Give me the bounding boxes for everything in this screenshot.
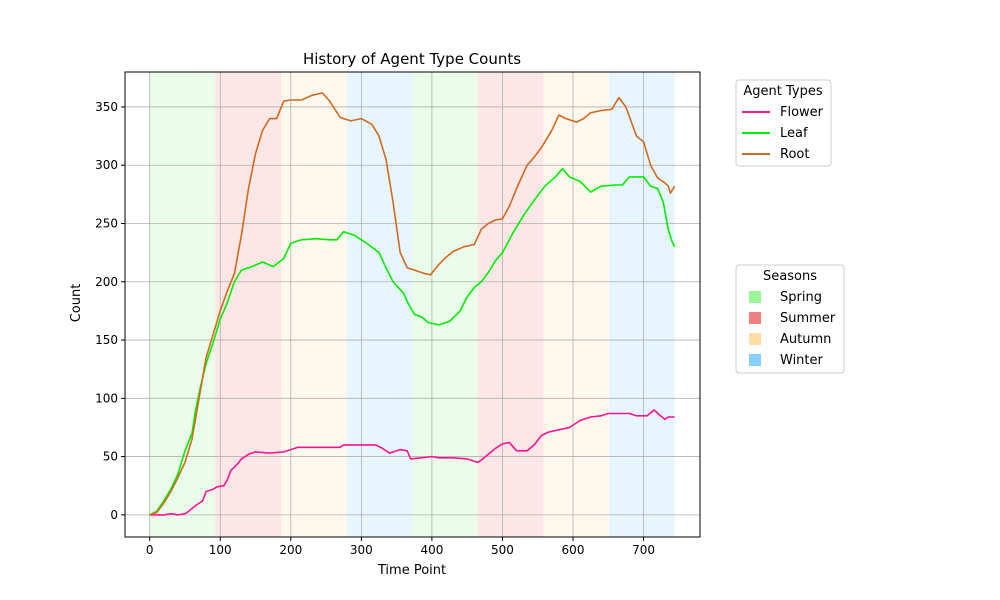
legend-label-autumn: Autumn bbox=[780, 332, 831, 347]
legend-label-root: Root bbox=[780, 147, 809, 162]
agent-types-legend: Agent Types Flower Leaf Root bbox=[735, 79, 832, 167]
legend-swatch-winter bbox=[749, 354, 761, 366]
legend-swatch-summer bbox=[749, 312, 761, 324]
agent-types-legend-box bbox=[735, 79, 832, 167]
series-line-root bbox=[149, 92, 676, 516]
season-band-summer bbox=[477, 72, 544, 537]
x-tick-label: 400 bbox=[420, 543, 443, 557]
x-tick-label: 600 bbox=[562, 543, 585, 557]
y-tick-label: 50 bbox=[103, 450, 118, 464]
x-tick-label: 700 bbox=[632, 543, 655, 557]
season-band-spring bbox=[412, 72, 478, 537]
seasons-legend: Seasons Spring Summer Autumn Winter bbox=[735, 264, 845, 374]
y-tick-label: 350 bbox=[95, 100, 118, 114]
legend-label-winter: Winter bbox=[780, 353, 824, 368]
seasons-legend-title: Seasons bbox=[763, 269, 817, 284]
y-tick-label: 200 bbox=[95, 275, 118, 289]
legend-label-flower: Flower bbox=[780, 105, 824, 120]
series-line-leaf bbox=[149, 167, 676, 516]
season-band-autumn bbox=[280, 72, 347, 537]
series-lines bbox=[149, 92, 676, 516]
agent-types-legend-items: Flower Leaf Root bbox=[742, 105, 824, 162]
y-tick-label: 300 bbox=[95, 158, 118, 172]
y-tick-label: 100 bbox=[95, 391, 118, 405]
grid-lines bbox=[125, 72, 700, 537]
x-tick-label: 100 bbox=[209, 543, 232, 557]
legend-label-spring: Spring bbox=[780, 290, 822, 305]
season-bands bbox=[149, 72, 675, 537]
series-line-flower bbox=[149, 409, 675, 516]
legend-label-summer: Summer bbox=[780, 311, 836, 326]
y-axis-label: Count bbox=[69, 284, 84, 323]
y-tick-label: 150 bbox=[95, 333, 118, 347]
legend-swatch-autumn bbox=[749, 333, 761, 345]
season-band-summer bbox=[215, 72, 281, 537]
y-axis-ticks: 0 50 100 150 200 250 300 350 bbox=[95, 100, 125, 522]
y-tick-label: 0 bbox=[110, 508, 118, 522]
legend-swatch-spring bbox=[749, 291, 761, 303]
y-tick-label: 250 bbox=[95, 217, 118, 231]
legend-label-leaf: Leaf bbox=[780, 126, 808, 141]
season-band-winter bbox=[608, 72, 675, 537]
plot-frame bbox=[124, 71, 701, 538]
x-tick-label: 300 bbox=[350, 543, 373, 557]
x-axis-label: Time Point bbox=[377, 563, 446, 578]
x-tick-label: 0 bbox=[146, 543, 154, 557]
season-band-winter bbox=[346, 72, 413, 537]
x-tick-label: 500 bbox=[491, 543, 514, 557]
agent-types-legend-title: Agent Types bbox=[743, 84, 822, 99]
season-band-autumn bbox=[543, 72, 609, 537]
x-axis-ticks: 0 100 200 300 400 500 600 700 bbox=[146, 537, 655, 557]
seasons-legend-items: Spring Summer Autumn Winter bbox=[749, 290, 836, 368]
chart-title: History of Agent Type Counts bbox=[303, 50, 521, 68]
x-tick-label: 200 bbox=[279, 543, 302, 557]
seasons-legend-box bbox=[735, 264, 845, 374]
